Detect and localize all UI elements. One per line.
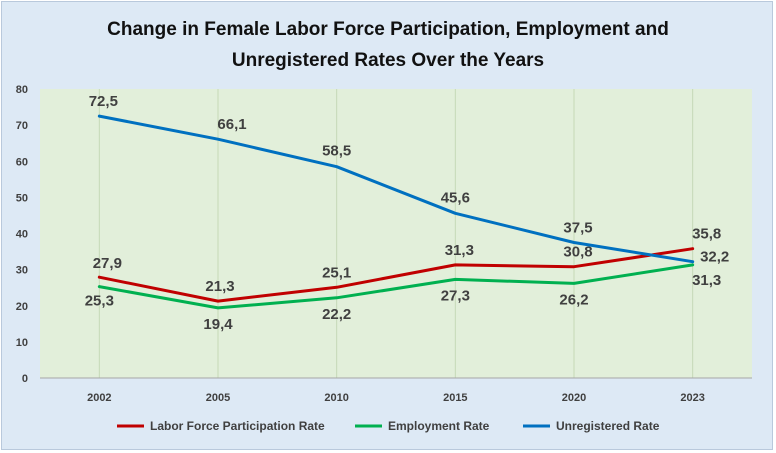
- data-label: 19,4: [203, 316, 233, 333]
- data-labels: 27,9 21,3 25,1 31,3 30,8 35,8 25,3 19,4 22,2 27,3…: [85, 93, 730, 333]
- x-tick-label: 2005: [206, 392, 230, 404]
- series-line: [97, 247, 695, 303]
- legend: Labor Force Participation Rate Employment…: [117, 419, 660, 433]
- legend-label: Unregistered Rate: [556, 419, 660, 433]
- chart-title: Change in Female Labor Force Participati…: [0, 14, 776, 76]
- legend-label: Labor Force Participation Rate: [150, 419, 325, 433]
- series-line: [97, 114, 695, 264]
- y-tick-label: 40: [16, 229, 28, 241]
- axes: 0 10 20 30 40 50 60 70 80 2002 2005 2010 2015 2020 202…: [16, 84, 752, 404]
- gridlines: [98, 89, 694, 378]
- y-tick-label: 50: [16, 192, 28, 204]
- data-label: 32,2: [700, 249, 729, 266]
- data-label: 30,8: [563, 244, 592, 261]
- x-tick-label: 2010: [324, 392, 348, 404]
- chart-title-line-1: Change in Female Labor Force Participati…: [107, 19, 669, 40]
- data-label: 35,8: [692, 226, 721, 243]
- data-label: 45,6: [441, 189, 470, 206]
- plot-area: [40, 89, 752, 378]
- chart-title-line-2: Unregistered Rates Over the Years: [231, 50, 545, 71]
- data-label: 22,2: [322, 306, 351, 323]
- data-label: 58,5: [322, 143, 351, 160]
- y-tick-label: 10: [16, 337, 28, 349]
- data-label: 21,3: [205, 278, 234, 295]
- y-tick-label: 30: [16, 265, 28, 277]
- data-label: 31,3: [445, 242, 474, 259]
- series: [97, 114, 695, 310]
- data-label: 26,2: [559, 291, 588, 308]
- x-tick-label: 2020: [562, 392, 586, 404]
- data-label: 31,3: [692, 272, 721, 289]
- series-line: [97, 263, 695, 310]
- y-tick-label: 80: [16, 84, 28, 96]
- data-label: 66,1: [217, 116, 246, 133]
- y-tick-label: 0: [22, 373, 28, 385]
- y-tick-label: 70: [16, 120, 28, 132]
- data-label: 27,9: [93, 255, 122, 272]
- y-tick-label: 60: [16, 156, 28, 168]
- x-tick-label: 2002: [87, 392, 111, 404]
- data-label: 25,3: [85, 293, 114, 310]
- x-tick-label: 2023: [680, 392, 704, 404]
- data-label: 37,5: [563, 220, 592, 237]
- y-tick-label: 20: [16, 301, 28, 313]
- legend-label: Employment Rate: [388, 419, 490, 433]
- x-tick-label: 2015: [443, 392, 467, 404]
- data-label: 25,1: [322, 264, 351, 281]
- data-label: 27,3: [441, 287, 470, 304]
- data-label: 72,5: [89, 93, 118, 110]
